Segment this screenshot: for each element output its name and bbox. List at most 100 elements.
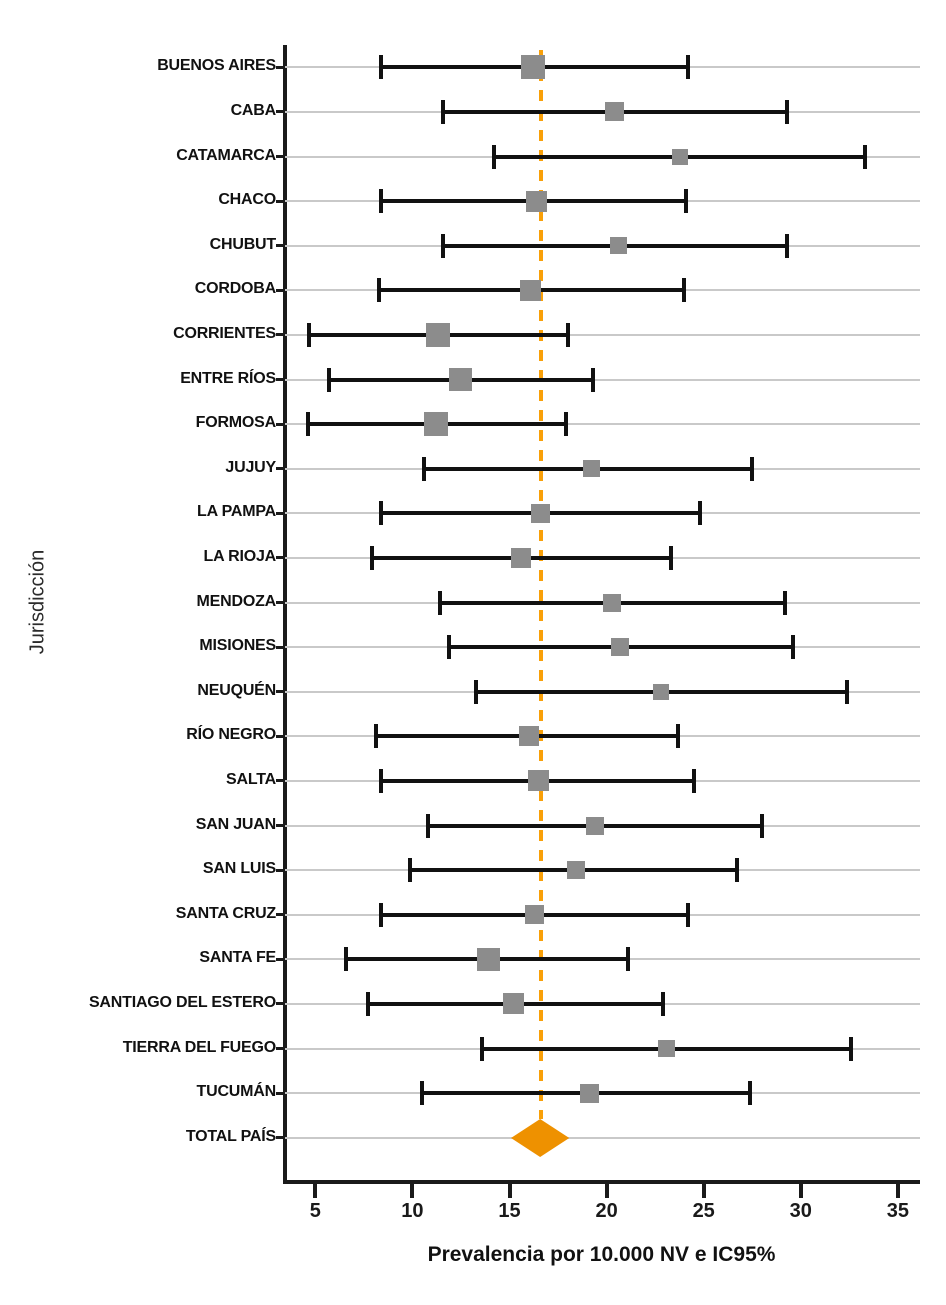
y-axis-tick	[276, 645, 283, 649]
estimate-square	[526, 190, 548, 212]
ci-cap-high	[791, 635, 796, 660]
reference-line	[538, 50, 543, 1119]
row-label-chaco: CHACO	[218, 191, 276, 209]
gridline	[285, 423, 920, 426]
estimate-square	[531, 503, 551, 523]
y-axis-tick	[276, 467, 283, 471]
ci-cap-high	[682, 278, 687, 303]
ci-cap-low	[491, 144, 496, 169]
gridline	[285, 333, 920, 336]
estimate-square	[528, 770, 550, 792]
y-axis-tick	[276, 199, 283, 203]
estimate-square	[658, 1040, 676, 1057]
estimate-square	[603, 593, 622, 612]
row-label-la-rioja: LA RIOJA	[203, 547, 277, 565]
ci-cap-low	[422, 456, 427, 481]
y-axis-tick	[276, 824, 283, 827]
gridline	[285, 378, 920, 381]
row-label-san-luis: SAN LUIS	[202, 860, 276, 878]
ci-cap-low	[408, 858, 413, 883]
estimate-square	[579, 1083, 599, 1103]
ci-cap-high	[676, 724, 681, 749]
row-label-san-juan: SAN JUAN	[195, 815, 276, 833]
summary-diamond	[511, 1118, 570, 1157]
ci-cap-high	[684, 189, 689, 214]
ci-cap-high	[565, 322, 570, 347]
ci-cap-high	[783, 590, 788, 615]
ci-cap-high	[759, 813, 764, 838]
ci-cap-high	[625, 947, 630, 972]
ci-cap-low	[447, 635, 452, 660]
ci-cap-low	[365, 991, 370, 1016]
row-label-entre-r-os: ENTRE RÍOS	[180, 369, 276, 387]
ci-cap-high	[785, 233, 790, 258]
ci-cap-low	[307, 322, 312, 347]
ci-cap-high	[563, 412, 568, 437]
ci-cap-low	[379, 55, 384, 80]
x-tick-label-5: 5	[309, 1200, 321, 1222]
y-axis-tick	[276, 155, 283, 158]
estimate-square	[520, 55, 545, 80]
y-axis-line	[283, 45, 287, 1184]
y-axis-tick	[276, 333, 283, 337]
y-axis-tick	[276, 1047, 283, 1050]
ci-cap-high	[660, 991, 665, 1016]
x-axis-tick	[798, 1184, 803, 1198]
row-label-caba: CABA	[230, 101, 277, 119]
x-tick-label-15: 15	[498, 1200, 521, 1222]
estimate-square	[604, 102, 624, 122]
ci-cap-high	[591, 367, 595, 392]
y-axis-tick	[276, 1091, 283, 1095]
ci-cap-low	[474, 679, 479, 704]
y-axis-tick	[276, 734, 283, 738]
y-axis-tick	[276, 110, 283, 114]
ci-cap-high	[748, 1081, 753, 1106]
row-label-jujuy: JUJUY	[225, 458, 276, 476]
estimate-square	[652, 683, 669, 700]
y-axis-tick	[276, 556, 283, 560]
estimate-square	[502, 993, 524, 1015]
y-axis-tick	[276, 690, 283, 694]
estimate-square	[566, 861, 585, 880]
row-label-santa-cruz: SANTA CRUZ	[175, 904, 276, 922]
estimate-square	[449, 368, 473, 391]
x-tick-label-25: 25	[692, 1200, 715, 1222]
x-tick-label-10: 10	[401, 1200, 424, 1222]
ci-cap-high	[845, 679, 850, 704]
row-label-salta: SALTA	[226, 770, 276, 788]
estimate-square	[425, 322, 450, 347]
x-axis-tick	[507, 1184, 512, 1198]
y-axis-tick	[276, 601, 283, 604]
y-axis-tick	[276, 244, 283, 248]
ci-cap-low	[437, 590, 442, 615]
ci-cap-high	[785, 99, 790, 124]
ci-cap-low	[480, 1036, 485, 1061]
row-label-corrientes: CORRIENTES	[173, 324, 276, 342]
x-tick-label-35: 35	[886, 1200, 910, 1222]
ci-cap-high	[862, 144, 867, 169]
y-axis-tick	[276, 868, 283, 872]
estimate-square	[585, 816, 604, 835]
y-axis-tick	[276, 511, 283, 515]
y-axis-tick	[276, 1136, 283, 1140]
row-label-la-pampa: LA PAMPA	[197, 503, 276, 521]
ci-cap-low	[441, 233, 446, 258]
estimate-square	[611, 638, 630, 657]
row-label-catamarca: CATAMARCA	[176, 146, 276, 164]
y-axis-tick	[276, 1002, 283, 1006]
ci-cap-low	[420, 1081, 425, 1106]
ci-cap-high	[734, 858, 739, 883]
y-axis-tick	[276, 957, 283, 961]
x-axis-tick	[313, 1184, 318, 1198]
y-axis-tick	[276, 378, 283, 381]
ci-cap-low	[305, 412, 310, 437]
x-axis-title: Prevalencia por 10.000 NV e IC95%	[427, 1243, 776, 1266]
estimate-square	[520, 279, 542, 301]
ci-cap-high	[686, 55, 691, 80]
ci-cap-low	[379, 902, 384, 927]
row-label-santa-fe: SANTA FE	[199, 949, 276, 967]
estimate-square	[423, 412, 448, 437]
row-label-mendoza: MENDOZA	[196, 592, 277, 610]
ci-cap-low	[379, 501, 384, 526]
row-label-tucum-n: TUCUMÁN	[196, 1083, 277, 1101]
